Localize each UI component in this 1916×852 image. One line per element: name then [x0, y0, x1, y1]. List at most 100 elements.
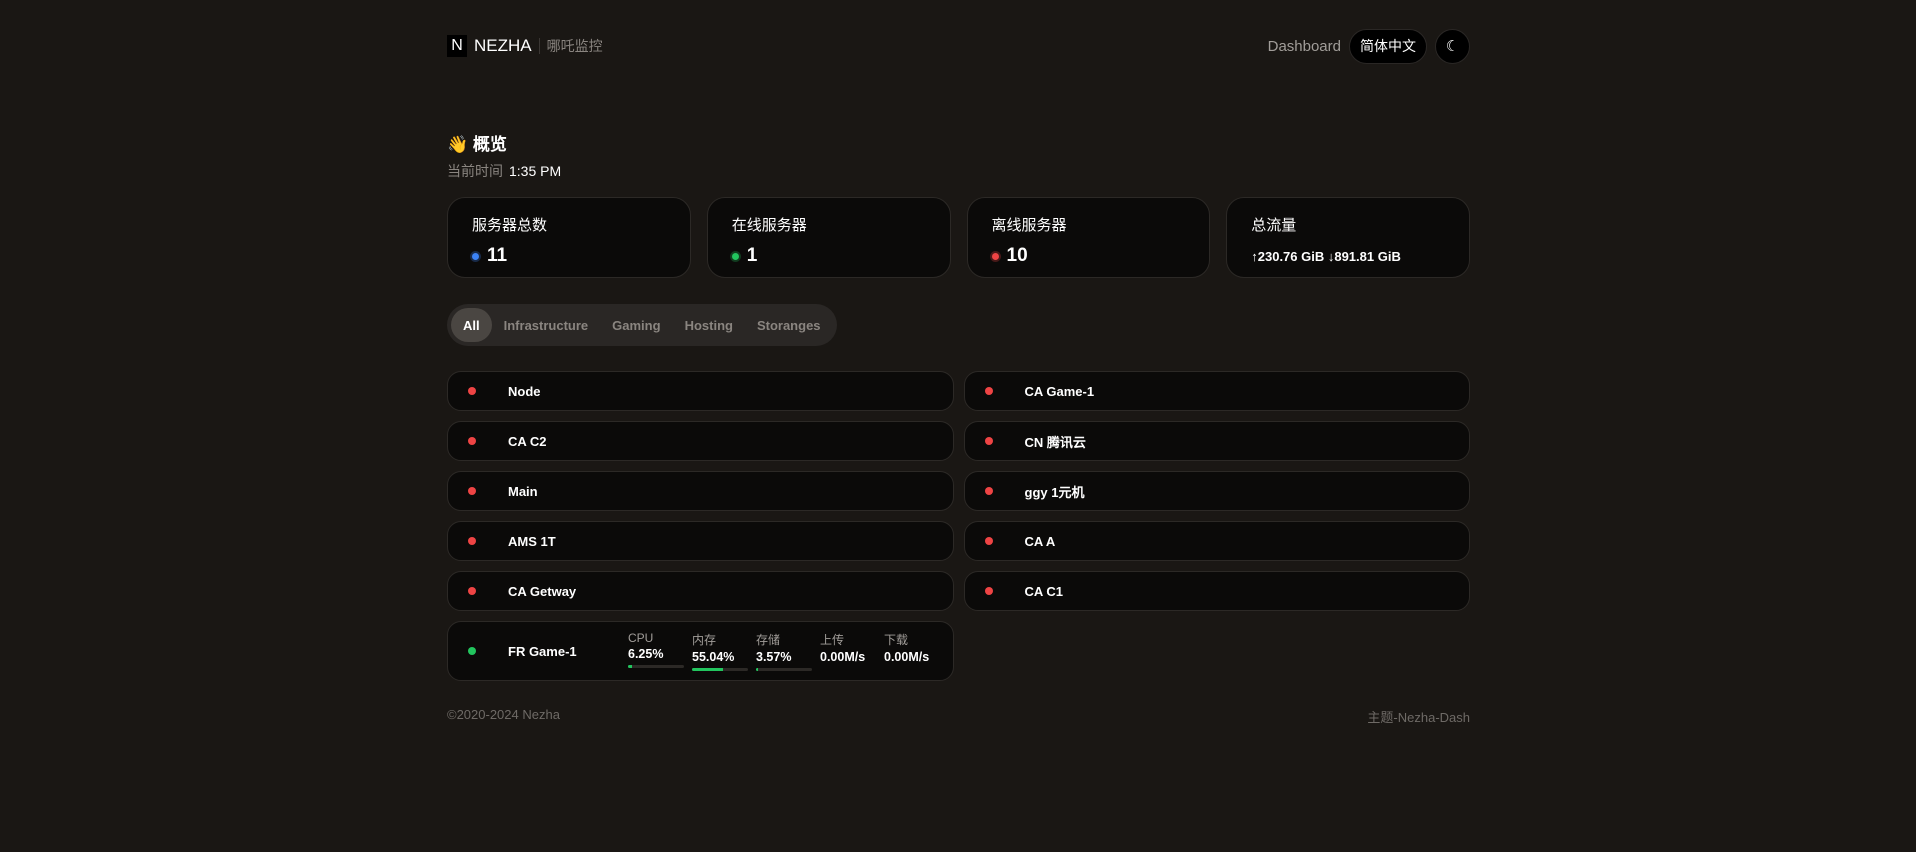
stat-value-row: 1	[731, 245, 926, 267]
stat-value: ↑230.76 GiB ↓891.81 GiB	[1251, 249, 1401, 264]
server-name: CA Getway	[508, 583, 577, 599]
status-dot	[472, 252, 479, 260]
metric-value: 55.04%	[692, 650, 735, 664]
stat-label: 离线服务器	[991, 217, 1067, 234]
stat-value-row: ↑230.76 GiB ↓891.81 GiB	[1251, 249, 1445, 264]
stat-card: 离线服务器 10	[966, 197, 1211, 278]
status-dot	[468, 587, 476, 595]
status-dot	[468, 387, 476, 395]
server-row[interactable]: CA A	[963, 521, 1470, 561]
status-dot	[984, 437, 993, 445]
brand-subtitle: 哪吒监控	[546, 38, 603, 54]
status-dot	[984, 587, 993, 595]
metric-bar	[692, 668, 748, 671]
metric-bar	[756, 668, 812, 671]
header: N NEZHA 哪吒监控 Dashboard 简体中文 ☾	[447, 0, 1470, 92]
metric-bar-fill	[756, 668, 758, 671]
stat-value-row: 11	[472, 245, 666, 267]
dashboard-link[interactable]: Dashboard	[1267, 37, 1341, 55]
stat-value: 1	[746, 245, 758, 266]
moon-icon: ☾	[1445, 38, 1460, 55]
metric-label: 存储	[756, 633, 781, 647]
server-name: AMS 1T	[508, 533, 556, 549]
server-name: Main	[508, 483, 538, 499]
stat-value: 10	[1006, 245, 1028, 266]
status-dot	[468, 487, 476, 495]
tab-gaming[interactable]: Gaming	[612, 317, 661, 333]
server-metrics: CPU 6.25% 内存 55.04% 存储 3.57% 上传 0.00M/s 下载 0.00M/…	[628, 631, 940, 671]
server-name: CA A	[1024, 533, 1056, 549]
metric-bar-fill	[692, 668, 723, 671]
server-row[interactable]: Node	[447, 371, 954, 411]
metric-value: 0.00M/s	[820, 650, 866, 664]
footer: ©2020-2024 Nezha 主题-Nezha-Dash	[447, 707, 1470, 726]
time-label: 当前时间	[447, 163, 503, 179]
server-row[interactable]: FR Game-1 CPU 6.25% 内存 55.04% 存储 3.57% 上传 0.00M/…	[447, 621, 954, 681]
metric-up: 上传 0.00M/s	[820, 631, 876, 671]
stat-value-row: 10	[991, 245, 1186, 267]
stats-cards: 服务器总数 11 在线服务器 1 离线服务器 10 总流量 ↑230.76 GiB ↓891.…	[447, 197, 1470, 278]
status-dot	[468, 647, 476, 655]
metric-value: 6.25%	[628, 647, 664, 661]
wave-icon: 👋	[447, 135, 469, 154]
copyright: ©2020-2024 Nezha	[447, 707, 560, 722]
server-row[interactable]: CA Getway	[447, 571, 954, 611]
status-dot	[468, 537, 476, 545]
stat-label: 服务器总数	[472, 217, 548, 234]
server-list: Node CA Game-1 CA C2 CN 腾讯云 Main ggy 1元机 AMS 1…	[447, 371, 1470, 681]
language-button[interactable]: 简体中文	[1349, 28, 1427, 64]
metric-down: 下载 0.00M/s	[884, 631, 940, 671]
status-dot	[984, 487, 993, 495]
status-dot	[984, 537, 993, 545]
metric-disk: 存储 3.57%	[756, 631, 812, 671]
logo: N	[447, 35, 467, 57]
server-row[interactable]: CA C1	[963, 571, 1470, 611]
server-row[interactable]: Main	[447, 471, 954, 511]
server-name: CA Game-1	[1024, 383, 1095, 399]
server-name: FR Game-1	[508, 643, 577, 659]
page-title: 👋 概览	[447, 130, 1470, 155]
server-name: ggy 1元机	[1024, 484, 1085, 500]
server-row[interactable]: CA C2	[447, 421, 954, 461]
metric-label: 内存	[692, 633, 717, 647]
divider	[538, 38, 540, 54]
stat-card: 服务器总数 11	[447, 197, 691, 278]
stat-label: 总流量	[1251, 217, 1297, 234]
metric-mem: 内存 55.04%	[692, 631, 748, 671]
theme-credit[interactable]: 主题-Nezha-Dash	[1367, 710, 1470, 725]
status-dot	[468, 437, 476, 445]
brand[interactable]: N NEZHA 哪吒监控	[447, 35, 603, 57]
server-row[interactable]: AMS 1T	[447, 521, 954, 561]
server-name: CN 腾讯云	[1024, 434, 1086, 450]
tab-infrastructure[interactable]: Infrastructure	[503, 317, 589, 333]
metric-bar-fill	[628, 665, 632, 668]
status-dot	[991, 252, 999, 260]
group-tabs: All Infrastructure Gaming Hosting Storanges	[447, 304, 837, 346]
tab-storanges[interactable]: Storanges	[756, 317, 821, 333]
server-row[interactable]: ggy 1元机	[963, 471, 1470, 511]
server-row[interactable]: CA Game-1	[963, 371, 1470, 411]
tab-hosting[interactable]: Hosting	[684, 317, 733, 333]
metric-label: CPU	[628, 631, 654, 645]
metric-value: 0.00M/s	[884, 650, 930, 664]
stat-card: 总流量 ↑230.76 GiB ↓891.81 GiB	[1226, 197, 1470, 278]
metric-bar	[628, 665, 684, 668]
overview-title: 概览	[472, 135, 507, 154]
metric-label: 下载	[884, 633, 909, 647]
server-name: CA C1	[1024, 583, 1064, 599]
theme-toggle-button[interactable]: ☾	[1435, 28, 1470, 64]
tab-all[interactable]: All	[451, 308, 492, 342]
time-value: 1:35 PM	[509, 163, 562, 179]
metric-value: 3.57%	[756, 650, 792, 664]
status-dot	[984, 387, 993, 395]
stat-value: 11	[487, 245, 508, 266]
brand-name: NEZHA	[474, 36, 532, 55]
metric-label: 上传	[820, 633, 845, 647]
page: N NEZHA 哪吒监控 Dashboard 简体中文 ☾ 👋 概览 当前时间 1…	[447, 0, 1470, 726]
current-time: 当前时间 1:35 PM	[447, 161, 1470, 181]
server-row[interactable]: CN 腾讯云	[963, 421, 1470, 461]
server-name: Node	[508, 383, 541, 399]
stat-card: 在线服务器 1	[706, 197, 951, 278]
metric-cpu: CPU 6.25%	[628, 631, 684, 671]
stat-label: 在线服务器	[731, 217, 807, 234]
